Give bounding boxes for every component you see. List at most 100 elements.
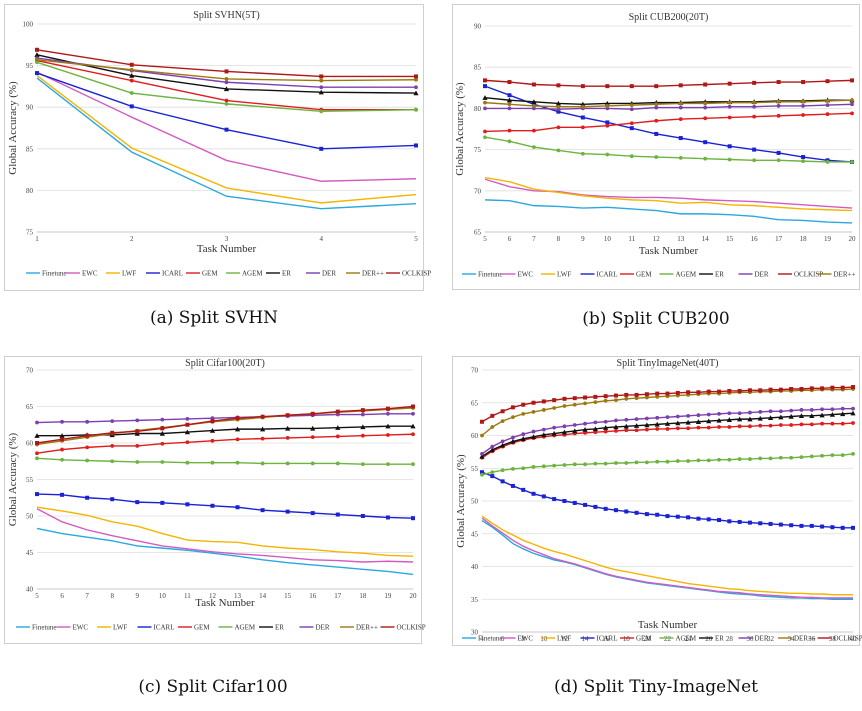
data-point-agem bbox=[360, 462, 365, 467]
legend-label-lwf: LWF bbox=[557, 271, 571, 279]
data-point-der bbox=[507, 106, 512, 111]
y-tick-label: 40 bbox=[471, 563, 479, 571]
data-point-gem bbox=[310, 435, 315, 440]
data-point-gem bbox=[634, 428, 639, 433]
data-point-gem bbox=[629, 121, 634, 126]
series-line-derpp bbox=[484, 99, 853, 108]
data-point-gem bbox=[235, 437, 240, 442]
data-point-er bbox=[580, 101, 586, 107]
x-tick-label: 28 bbox=[726, 635, 734, 643]
x-tick-label: 11 bbox=[184, 592, 191, 600]
data-point-gem bbox=[260, 436, 265, 441]
x-tick-label: 12 bbox=[209, 592, 217, 600]
legend-label-icarl: ICARL bbox=[162, 270, 183, 278]
legend-label-icarl: ICARL bbox=[154, 624, 175, 632]
y-tick-label: 65 bbox=[474, 229, 482, 237]
data-point-der bbox=[825, 103, 830, 108]
legend-label-derpp: DER++ bbox=[356, 624, 378, 632]
data-point-der bbox=[319, 85, 324, 90]
series-line-ewc bbox=[36, 71, 417, 182]
legend-label-gem: GEM bbox=[636, 635, 652, 643]
data-point-der bbox=[758, 410, 763, 414]
data-point-icarl bbox=[840, 525, 845, 530]
data-point-agem bbox=[778, 455, 783, 460]
data-point-gem bbox=[483, 129, 487, 134]
data-point-der bbox=[850, 102, 854, 107]
y-tick-label: 100 bbox=[23, 21, 34, 29]
data-point-oclkisp bbox=[129, 62, 134, 67]
data-point-icarl bbox=[752, 147, 757, 152]
data-point-oclkisp bbox=[624, 392, 629, 397]
data-point-oclkisp bbox=[335, 409, 340, 414]
x-tick-label: 8 bbox=[110, 592, 114, 600]
data-point-icarl bbox=[414, 143, 418, 148]
data-point-derpp bbox=[776, 99, 781, 104]
data-point-agem bbox=[500, 468, 505, 473]
y-tick-label: 80 bbox=[474, 105, 482, 113]
data-point-gem bbox=[285, 435, 290, 440]
data-point-icarl bbox=[706, 517, 711, 522]
x-tick-label: 9 bbox=[136, 592, 140, 600]
data-point-gem bbox=[580, 125, 585, 130]
data-point-er bbox=[633, 423, 640, 428]
legend-label-der: DER bbox=[755, 271, 769, 279]
data-point-derpp bbox=[629, 103, 634, 108]
data-point-er bbox=[500, 442, 506, 448]
data-point-gem bbox=[717, 425, 721, 429]
data-point-er bbox=[767, 415, 774, 421]
y-tick-label: 95 bbox=[26, 62, 34, 70]
x-tick-label: 4 bbox=[480, 635, 484, 643]
data-point-gem bbox=[614, 429, 618, 433]
data-point-gem bbox=[678, 117, 683, 122]
data-point-gem bbox=[85, 445, 90, 450]
data-point-er bbox=[360, 424, 366, 430]
data-point-er bbox=[335, 425, 341, 430]
series-line-gem bbox=[36, 433, 414, 454]
data-point-oclkisp bbox=[717, 389, 722, 394]
data-point-oclkisp bbox=[809, 386, 814, 391]
data-point-agem bbox=[801, 159, 805, 164]
data-point-derpp bbox=[500, 419, 505, 423]
data-point-agem bbox=[809, 454, 814, 459]
data-point-oclkisp bbox=[665, 391, 670, 396]
data-point-er bbox=[184, 429, 190, 435]
data-point-agem bbox=[830, 453, 835, 458]
data-point-oclkisp bbox=[801, 80, 806, 85]
data-point-der bbox=[727, 411, 732, 416]
data-point-gem bbox=[603, 429, 608, 434]
data-point-oclkisp bbox=[35, 441, 39, 445]
data-point-er bbox=[582, 427, 588, 432]
data-point-er bbox=[737, 416, 743, 422]
legend-label-ewc: EWC bbox=[518, 271, 534, 279]
data-point-gem bbox=[703, 116, 708, 121]
data-point-oclkisp bbox=[572, 396, 577, 401]
data-point-agem bbox=[624, 461, 629, 465]
y-tick-label: 85 bbox=[26, 145, 34, 153]
data-point-oclkisp bbox=[210, 419, 215, 424]
data-point-er bbox=[555, 100, 561, 106]
data-point-oclkisp bbox=[752, 80, 757, 85]
data-point-gem bbox=[605, 123, 610, 128]
data-point-oclkisp bbox=[703, 82, 708, 87]
x-tick-label: 34 bbox=[788, 635, 796, 643]
data-point-agem bbox=[562, 463, 567, 467]
data-point-derpp bbox=[541, 408, 546, 412]
data-point-er bbox=[506, 97, 513, 103]
chart-caption: (c) Split Cifar100 bbox=[138, 677, 288, 697]
data-point-icarl bbox=[778, 522, 783, 527]
data-point-agem bbox=[60, 457, 64, 462]
data-point-oclkisp bbox=[686, 390, 691, 395]
legend-label-finetune: Finetune bbox=[32, 624, 57, 632]
data-point-derpp bbox=[825, 99, 830, 103]
legend-label-der: DER bbox=[322, 270, 336, 278]
data-point-icarl bbox=[85, 495, 90, 500]
data-point-der bbox=[490, 444, 495, 449]
data-point-er bbox=[644, 422, 650, 428]
data-point-oclkisp bbox=[603, 394, 608, 399]
data-point-er bbox=[34, 52, 40, 57]
data-point-agem bbox=[789, 455, 794, 460]
data-point-oclkisp bbox=[820, 386, 825, 391]
data-point-er bbox=[531, 99, 537, 105]
legend-label-gem: GEM bbox=[194, 624, 210, 632]
x-tick-label: 10 bbox=[159, 592, 167, 600]
